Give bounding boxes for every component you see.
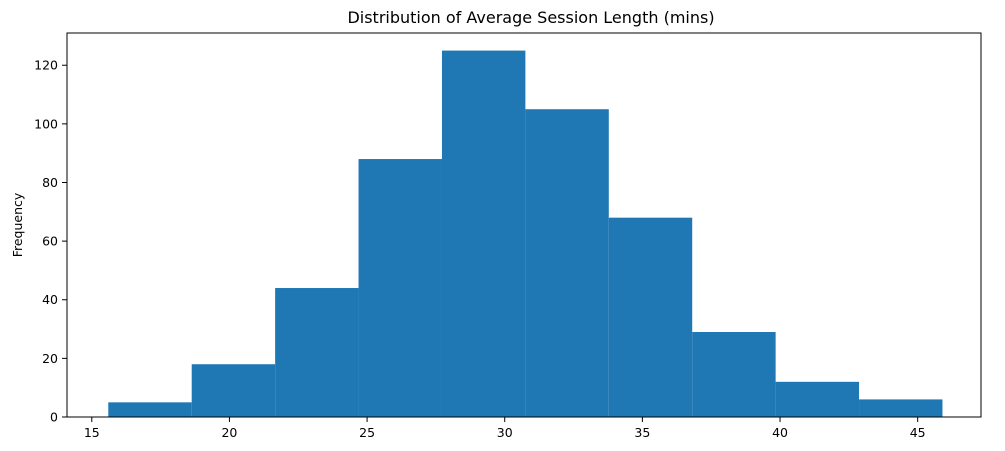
x-tick-label: 45 [910, 425, 926, 440]
x-tick-label: 30 [497, 425, 513, 440]
histogram-bar [191, 364, 276, 417]
x-tick-label: 35 [634, 425, 650, 440]
y-tick-label: 0 [50, 410, 58, 425]
y-tick-label: 100 [34, 116, 58, 131]
x-tick-label: 40 [772, 425, 788, 440]
y-axis-label: Frequency [10, 192, 25, 257]
x-tick-label: 20 [221, 425, 237, 440]
y-tick-label: 20 [42, 351, 58, 366]
x-axis-ticks: 15 20 25 30 35 40 45 [84, 417, 926, 440]
y-tick-label: 40 [42, 292, 58, 307]
y-tick-label: 80 [42, 175, 58, 190]
x-tick-label: 25 [359, 425, 375, 440]
y-tick-label: 120 [34, 58, 58, 73]
y-tick-label: 60 [42, 234, 58, 249]
histogram-bar [358, 159, 442, 417]
chart-title: Distribution of Average Session Length (… [347, 8, 714, 27]
y-axis-ticks: 0 20 40 60 80 100 120 [34, 58, 67, 425]
histogram-bar [692, 331, 776, 417]
x-tick-label: 15 [84, 425, 100, 440]
plot-frame [66, 32, 982, 418]
histogram-bar [275, 288, 359, 417]
histogram-bar [608, 217, 693, 417]
histogram-bar [775, 381, 860, 417]
histogram-bar [859, 399, 943, 417]
histogram-bars [108, 50, 943, 417]
histogram-bar [441, 50, 526, 417]
histogram-bar [108, 402, 192, 417]
histogram-bar [525, 109, 609, 417]
